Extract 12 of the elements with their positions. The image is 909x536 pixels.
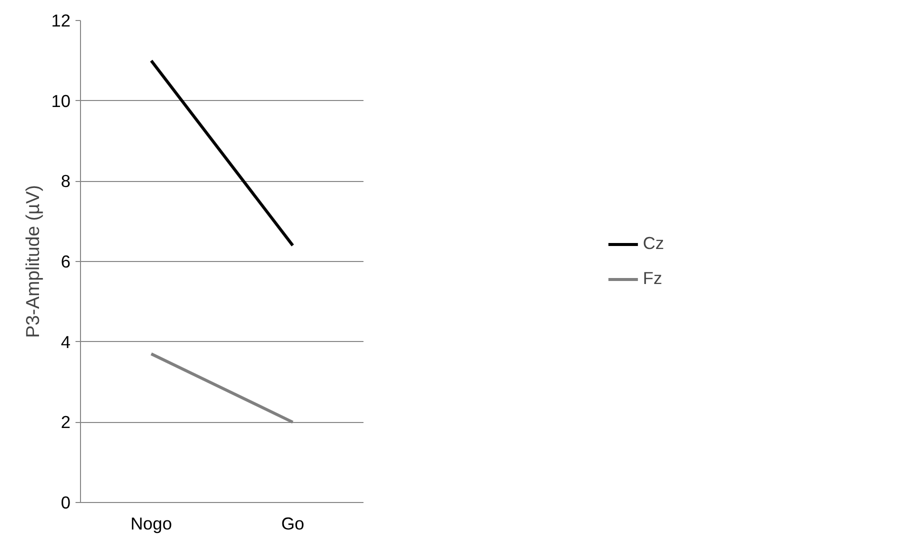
- x-tick-label: Go: [281, 514, 304, 534]
- y-axis-title: P3-Amplitude (µV): [22, 185, 44, 338]
- y-tick-label: 2: [60, 412, 71, 432]
- y-tick-label: 4: [60, 332, 71, 352]
- y-tick-label: 6: [60, 252, 71, 272]
- y-tick-label: 12: [51, 10, 71, 30]
- y-tick-label: 10: [51, 90, 71, 111]
- legend-label: Fz: [642, 268, 663, 289]
- y-tick-label: 0: [60, 492, 71, 512]
- x-tick-label: Nogo: [130, 514, 172, 534]
- legend-label: Cz: [642, 233, 664, 254]
- y-tick-label: 8: [60, 171, 71, 192]
